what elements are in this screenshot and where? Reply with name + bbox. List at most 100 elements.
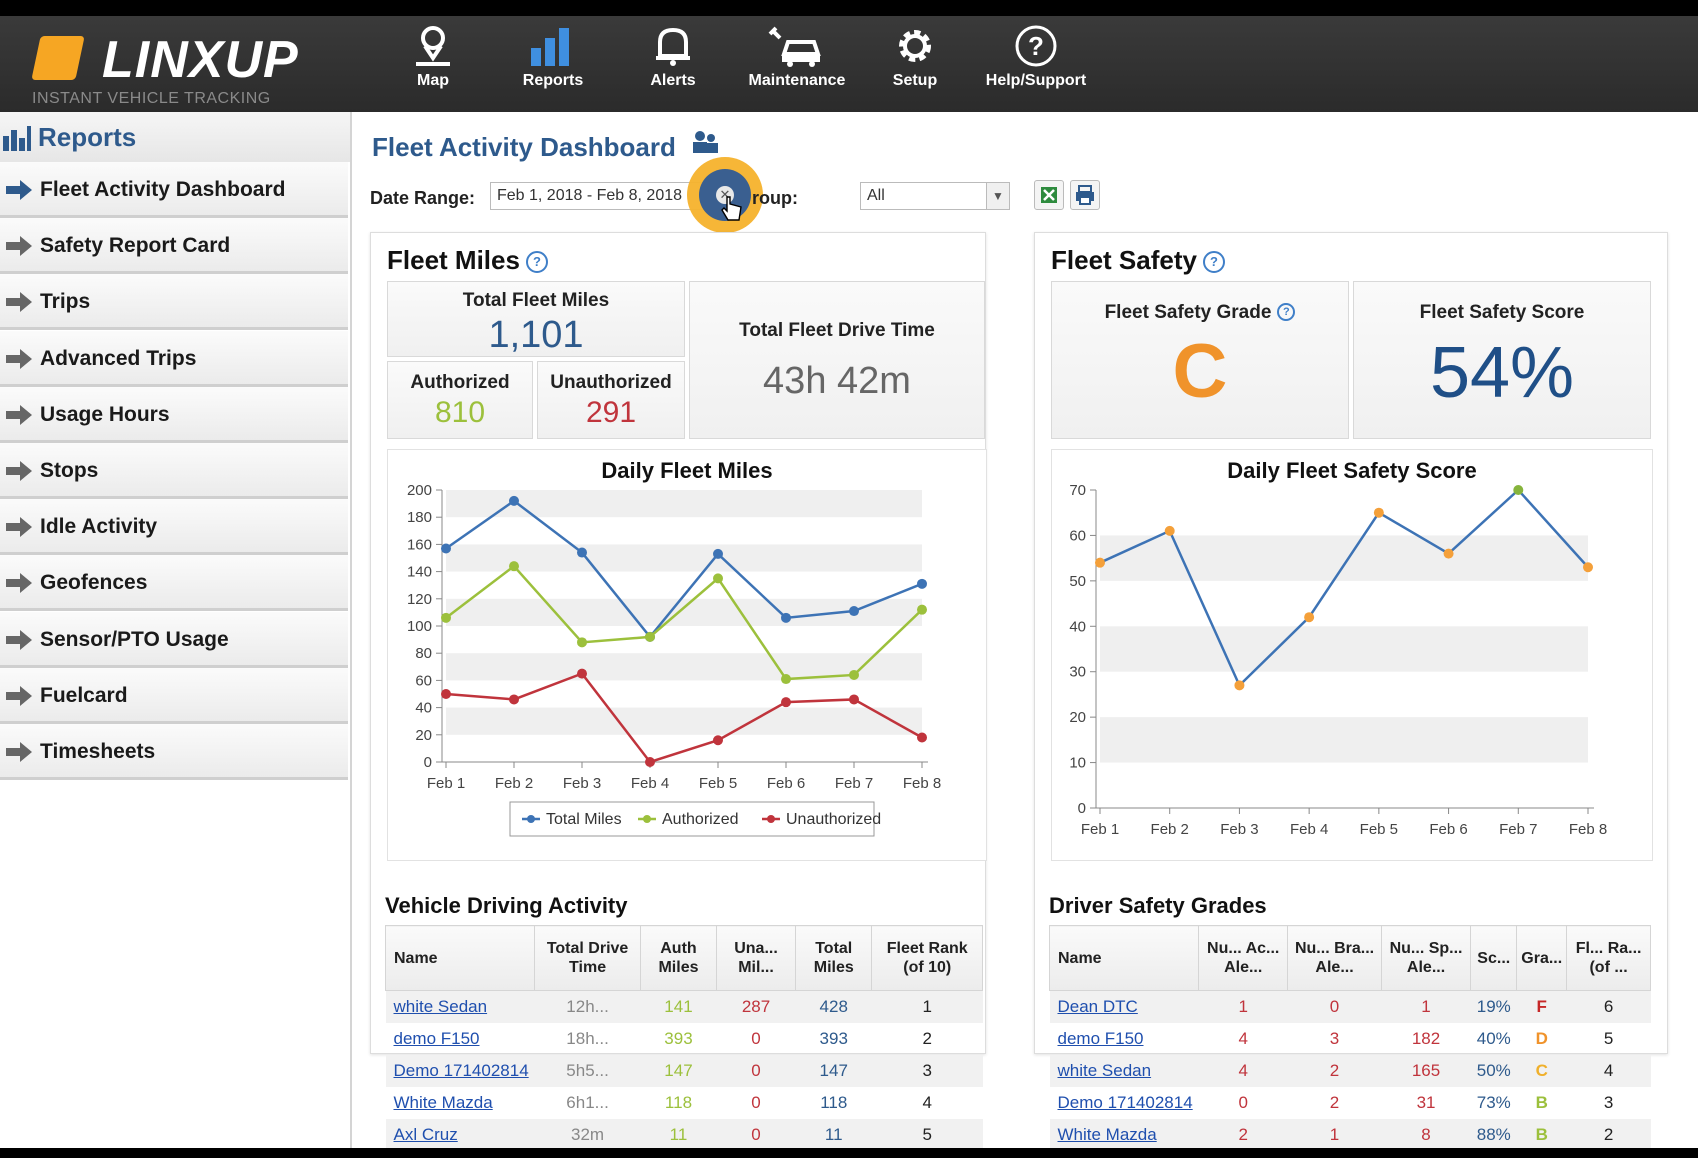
export-excel-button[interactable] <box>1034 180 1064 210</box>
table-cell: 12h... <box>534 990 641 1023</box>
driver-grades-title: Driver Safety Grades <box>1049 893 1267 918</box>
group-select[interactable]: All ▼ <box>860 182 1010 210</box>
column-header[interactable]: Gra... <box>1516 925 1568 991</box>
sidebar-item-stops[interactable]: Stops <box>0 443 348 499</box>
table-cell: 11 <box>640 1119 717 1148</box>
row-name-link[interactable]: white Sedan <box>385 990 535 1023</box>
y-tick-label: 160 <box>407 536 432 553</box>
table-cell: 0 <box>1238 1093 1248 1112</box>
y-tick-label: 20 <box>1069 709 1086 726</box>
fleet-safety-title: Fleet Safety? <box>1051 245 1225 276</box>
table-cell: 32m <box>534 1119 641 1148</box>
column-header[interactable]: Nu... Bra... Ale... <box>1287 925 1382 991</box>
total-fleet-miles-card: Total Fleet Miles 1,101 <box>387 281 685 357</box>
nav-help-label: Help/Support <box>985 72 1087 89</box>
y-tick-label: 40 <box>1069 618 1086 635</box>
row-name-link[interactable]: Demo 171402814 <box>1057 1093 1193 1112</box>
nav-help-support[interactable]: ? Help/Support <box>974 24 1098 104</box>
sidebar-item-idle-activity[interactable]: Idle Activity <box>0 499 348 556</box>
logo-tagline: INSTANT VEHICLE TRACKING <box>32 90 271 107</box>
column-header[interactable]: Auth Miles <box>639 925 718 991</box>
table-cell: 4 <box>1566 1055 1651 1087</box>
column-header[interactable]: Nu... Sp... Ale... <box>1380 925 1472 991</box>
row-name-link[interactable]: demo F150 <box>393 1029 480 1048</box>
x-tick-label: Feb 4 <box>631 775 669 792</box>
fleet-safety-grade-label: Fleet Safety Grade? <box>1052 302 1348 324</box>
y-tick-label: 140 <box>407 564 432 581</box>
column-header[interactable]: Total Drive Time <box>534 925 641 991</box>
nav-map[interactable]: Map <box>378 24 488 104</box>
column-header[interactable]: Nu... Ac... Ale... <box>1198 925 1289 991</box>
column-header[interactable]: Fl... Ra... (of ... <box>1566 925 1651 991</box>
fleet-safety-panel: Fleet Safety? Fleet Safety Grade? C Flee… <box>1034 232 1668 1148</box>
x-tick-label: Feb 5 <box>1360 821 1398 838</box>
sidebar: Reports Fleet Activity Dashboard Safety R… <box>0 112 352 1148</box>
sidebar-item-geofences[interactable]: Geofences <box>0 555 348 612</box>
sidebar-item-sensor-pto-usage[interactable]: Sensor/PTO Usage <box>0 611 348 668</box>
table-cell: 2 <box>1566 1119 1651 1148</box>
column-header[interactable]: Una... Mil... <box>715 925 797 991</box>
arrow-right-icon <box>6 517 32 538</box>
bar-chart-icon <box>531 28 569 66</box>
help-icon[interactable]: ? <box>525 251 548 273</box>
data-point <box>1443 548 1454 559</box>
column-header[interactable]: Name <box>1048 925 1200 991</box>
table-cell: 31 <box>1416 1093 1436 1112</box>
column-header[interactable]: Fleet Rank (of 10) <box>871 925 983 991</box>
column-header[interactable]: Sc... <box>1470 925 1518 991</box>
data-point <box>917 732 927 743</box>
nav-setup[interactable]: Setup <box>860 24 970 104</box>
linxup-logo[interactable]: LINXUP INSTANT VEHICLE TRACKING <box>30 28 300 107</box>
table-cell: 5h5... <box>534 1055 641 1087</box>
table-cell: 3 <box>1603 1093 1614 1112</box>
table-cell: 393 <box>819 1029 848 1048</box>
sidebar-item-usage-hours[interactable]: Usage Hours <box>0 386 348 443</box>
y-tick-label: 0 <box>424 754 432 771</box>
column-header[interactable]: Name <box>384 925 536 991</box>
row-name-link[interactable]: White Mazda <box>1049 1119 1199 1148</box>
sidebar-item-safety-report-card[interactable]: Safety Report Card <box>0 218 348 275</box>
data-point <box>781 674 791 685</box>
row-name-link[interactable]: Axl Cruz <box>385 1119 535 1148</box>
chevron-down-icon[interactable]: ▼ <box>986 183 1009 209</box>
x-tick-label: Feb 7 <box>1499 821 1537 838</box>
help-icon[interactable]: ? <box>1277 303 1296 321</box>
row-name-link[interactable]: Dean DTC <box>1049 990 1199 1023</box>
table-row: Demo 171402814 5h5... 147 0 147 3 <box>385 1055 983 1087</box>
series-line <box>445 564 923 681</box>
data-point <box>1164 525 1175 536</box>
printer-icon <box>1076 185 1094 205</box>
table-cell: 1 <box>1198 990 1288 1023</box>
data-point <box>645 757 655 767</box>
arrow-right-icon <box>6 292 32 313</box>
help-icon[interactable]: ? <box>1202 251 1225 273</box>
arrow-right-icon <box>6 236 32 257</box>
row-name-link[interactable]: demo F150 <box>1057 1029 1144 1048</box>
nav-maintenance[interactable]: Maintenance <box>738 24 856 104</box>
sidebar-item-trips[interactable]: Trips <box>0 274 348 331</box>
print-button[interactable] <box>1070 180 1100 210</box>
series-line <box>445 499 923 639</box>
date-range-input[interactable]: Feb 1, 2018 - Feb 8, 2018 <box>490 182 704 210</box>
sidebar-item-fleet-activity-dashboard[interactable]: Fleet Activity Dashboard <box>0 162 348 218</box>
data-point <box>441 612 451 623</box>
table-cell: 2 <box>922 1029 932 1048</box>
row-name-link[interactable]: White Mazda <box>393 1093 493 1112</box>
y-tick-label: 180 <box>407 509 432 526</box>
x-tick-label: Feb 8 <box>903 775 941 792</box>
daily-safety-score-title: Daily Fleet Safety Score <box>1227 458 1477 483</box>
table-cell: 4 <box>1198 1055 1288 1087</box>
fleet-safety-score-value: 54% <box>1429 333 1575 413</box>
sidebar-item-timesheets[interactable]: Timesheets <box>0 724 348 780</box>
users-icon[interactable] <box>691 130 719 154</box>
nav-alerts[interactable]: Alerts <box>618 24 728 104</box>
sidebar-item-fuelcard[interactable]: Fuelcard <box>0 667 348 724</box>
nav-reports[interactable]: Reports <box>498 24 608 104</box>
row-name-link[interactable]: white Sedan <box>1049 1055 1199 1087</box>
row-name-link[interactable]: Demo 171402814 <box>385 1055 535 1087</box>
column-header[interactable]: Total Miles <box>795 925 873 991</box>
hand-cursor-icon <box>721 196 742 221</box>
y-tick-label: 50 <box>1069 573 1086 590</box>
clear-date-button[interactable]: ✕ <box>699 169 751 221</box>
sidebar-item-advanced-trips[interactable]: Advanced Trips <box>0 330 348 387</box>
